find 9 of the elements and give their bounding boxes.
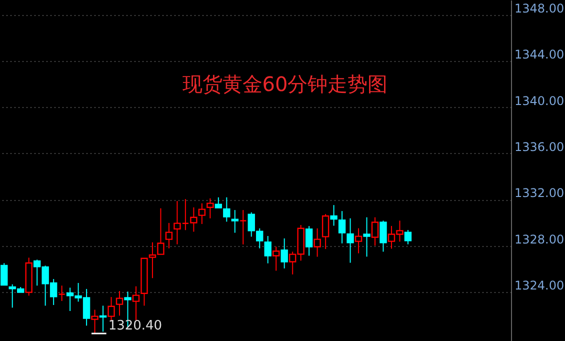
y-tick-label: 1324.00: [514, 278, 564, 292]
y-tick-label: 1348.00: [514, 2, 564, 16]
y-tick-label: 1332.00: [514, 186, 564, 200]
text: 现货黄金60分钟走势图: [182, 72, 388, 96]
y-tick-label: 1344.00: [514, 48, 564, 62]
annotation: 1320.40: [108, 318, 162, 334]
y-tick-label: 1328.00: [514, 232, 564, 246]
y-tick-label: 1340.00: [514, 94, 564, 108]
y-tick-label: 1336.00: [514, 140, 564, 154]
